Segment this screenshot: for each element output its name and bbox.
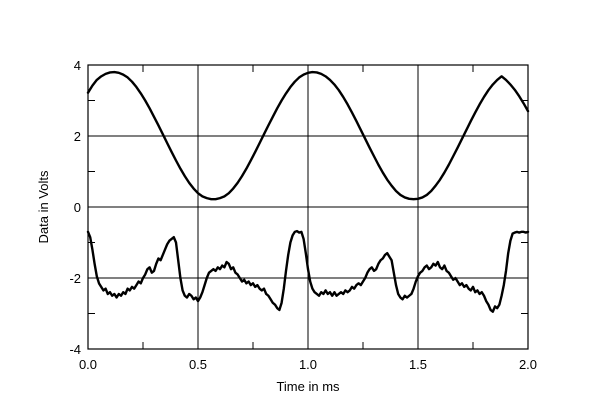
y-axis-label: Data in Volts	[36, 170, 51, 243]
x-axis-label: Time in ms	[276, 379, 340, 394]
grid	[88, 65, 528, 349]
y-tick-label: 0	[74, 200, 81, 215]
ticks	[88, 65, 528, 349]
series-layer	[86, 70, 530, 313]
x-tick-label: 2.0	[519, 357, 537, 372]
y-tick-label: -4	[69, 342, 81, 357]
series-line-2	[86, 229, 530, 313]
series-line-1	[86, 70, 530, 201]
tick-labels: 0.0 0.5 1.0 1.5 2.0 4 2 0 -2 -4	[69, 58, 537, 372]
y-tick-label: 4	[74, 58, 81, 73]
x-tick-label: 1.5	[409, 357, 427, 372]
x-tick-label: 1.0	[299, 357, 317, 372]
y-tick-label: 2	[74, 129, 81, 144]
x-tick-label: 0.5	[189, 357, 207, 372]
x-tick-label: 0.0	[79, 357, 97, 372]
y-tick-label: -2	[69, 271, 81, 286]
